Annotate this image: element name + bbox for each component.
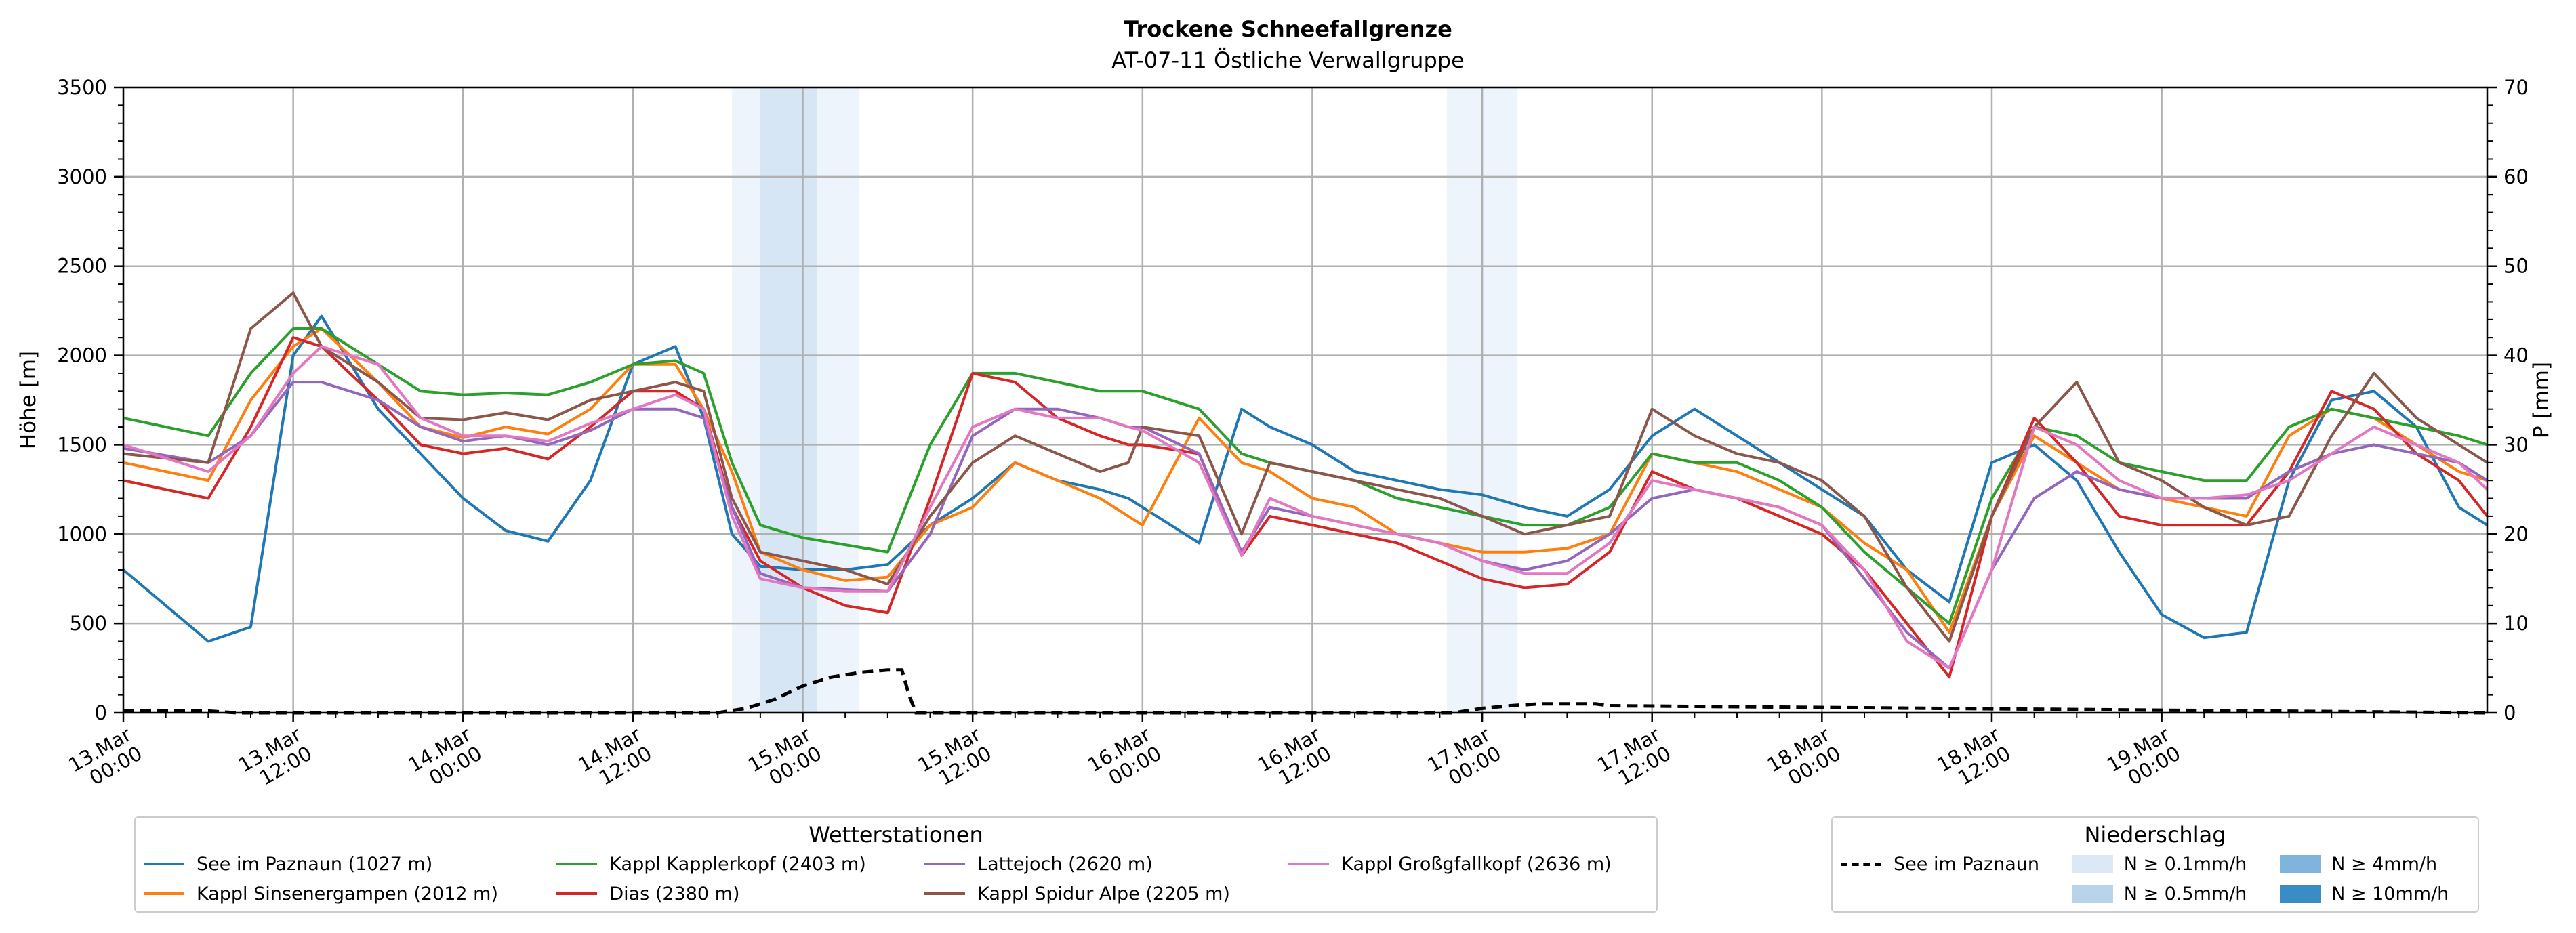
y2-tick-label-4: 40	[2503, 344, 2529, 367]
y-tick-label-3: 1500	[57, 433, 107, 456]
x-tick-label-7: 16.Mar12:00	[1254, 723, 1335, 796]
legend-entry-precip: N ≥ 0.1mm/h	[2072, 850, 2266, 877]
y2-tick-label-3: 30	[2503, 433, 2529, 456]
x-tick-label-4: 15.Mar00:00	[744, 723, 825, 796]
legend-swatch-dashed	[1841, 862, 1881, 866]
chart-title: Trockene Schneefallgrenze	[1124, 16, 1452, 42]
series-line-1	[122, 314, 2489, 643]
x-tick-label-5: 15.Mar12:00	[914, 723, 995, 796]
legend-label: Kappl Spidur Alpe (2205 m)	[977, 883, 1230, 905]
legend-swatch-box	[2072, 885, 2113, 903]
legend-precipitation-grid: See im Paznaun N ≥ 0.1mm/h N ≥ 4mm/h N ≥ 0.…	[1833, 848, 2478, 907]
legend-stations-title: Wetterstationen	[809, 822, 983, 848]
legend-entry-station: Kappl Großgfallkopf (2636 m)	[1288, 850, 1647, 877]
legend-entry-station: Dias (2380 m)	[556, 880, 901, 907]
legend-label: Lattejoch (2620 m)	[977, 853, 1153, 875]
legend-swatch-line	[556, 863, 598, 865]
legend-label: Kappl Sinsenergampen (2012 m)	[197, 883, 499, 905]
legend-precipitation: Niederschlag See im Paznaun N ≥ 0.1mm/h N …	[1831, 816, 2479, 913]
legend-swatch-box	[2280, 855, 2321, 873]
x-tick-label-2: 14.Mar00:00	[404, 723, 485, 796]
y2-tick-label-6: 60	[2503, 165, 2529, 188]
y-tick-label-2: 1000	[57, 522, 107, 545]
legend-swatch-line	[144, 892, 184, 895]
y-tick-label-5: 2500	[57, 255, 107, 278]
legend-stations-grid: See im Paznaun (1027 m) Kappl Kapplerkopf…	[136, 848, 1656, 907]
x-tick-label-6: 16.Mar00:00	[1084, 723, 1165, 796]
series-line-2	[123, 327, 2488, 634]
y2-axis-label: P [mm]	[2529, 362, 2554, 438]
legend-swatch-box	[2280, 885, 2321, 903]
legend-label: N ≥ 0.5mm/h	[2123, 883, 2247, 905]
legend-entry-precip: See im Paznaun	[1841, 850, 2059, 877]
legend-swatch-line	[924, 892, 966, 895]
legend-entry-station: Kappl Spidur Alpe (2205 m)	[924, 880, 1265, 907]
x-tick-label-11: 18.Mar12:00	[1933, 723, 2014, 796]
legend-entry-precip: N ≥ 0.5mm/h	[2072, 880, 2266, 907]
legend-swatch-box	[2072, 855, 2113, 873]
x-tick-label-12: 19.Mar00:00	[2103, 723, 2184, 796]
y-tick-label-7: 3500	[57, 76, 107, 99]
legend-swatch-line	[556, 892, 598, 895]
series-line-5	[123, 381, 2489, 670]
plot-frame	[122, 86, 2489, 714]
x-tick-label-1: 13.Mar12:00	[234, 723, 316, 796]
y-tick-label-1: 500	[70, 612, 107, 635]
x-tick-label-3: 14.Mar12:00	[574, 723, 655, 796]
legend-stations: Wetterstationen See im Paznaun (1027 m) K…	[134, 816, 1658, 913]
series-line-7	[123, 345, 2489, 670]
x-tick-label-8: 17.Mar00:00	[1423, 723, 1505, 796]
legend-label: Dias (2380 m)	[609, 883, 740, 905]
y-tick-label-6: 3000	[57, 165, 107, 188]
chart-subtitle: AT-07-11 Östliche Verwallgruppe	[1111, 47, 1465, 73]
legend-swatch-line	[1288, 863, 1330, 865]
legend-entry-station: Kappl Kapplerkopf (2403 m)	[556, 850, 901, 877]
series-line-6	[123, 291, 2489, 643]
legend-label: See im Paznaun (1027 m)	[197, 853, 433, 875]
legend-label: Kappl Kapplerkopf (2403 m)	[609, 853, 866, 875]
precip-band-1	[760, 87, 817, 713]
legend-entry-precip	[1841, 880, 2059, 907]
legend-entry-precip: N ≥ 10mm/h	[2280, 880, 2468, 907]
legend-entry-station: Kappl Sinsenergampen (2012 m)	[144, 880, 533, 907]
series-line-3	[123, 327, 2488, 625]
x-tick-label-9: 17.Mar12:00	[1593, 723, 1675, 796]
y-tick-label-0: 0	[95, 701, 107, 724]
legend-swatch-line	[144, 863, 184, 865]
y-axis-label: Höhe [m]	[16, 351, 41, 449]
legend-entry-station: Lattejoch (2620 m)	[924, 850, 1265, 877]
y2-tick-label-1: 10	[2503, 612, 2529, 635]
legend-entry-precip: N ≥ 4mm/h	[2280, 850, 2468, 877]
x-tick-label-0: 13.Mar00:00	[64, 723, 146, 796]
y2-tick-label-5: 50	[2503, 255, 2529, 278]
precip-line	[123, 668, 2488, 715]
legend-label: N ≥ 4mm/h	[2331, 853, 2438, 875]
legend-entry-station: See im Paznaun (1027 m)	[144, 850, 533, 877]
series-line-4	[123, 336, 2489, 679]
y2-tick-label-7: 70	[2503, 76, 2529, 99]
legend-label: N ≥ 10mm/h	[2331, 883, 2449, 905]
legend-label: N ≥ 0.1mm/h	[2123, 853, 2247, 875]
legend-swatch-line	[924, 863, 966, 865]
y2-tick-label-2: 20	[2503, 522, 2529, 545]
y-tick-label-4: 2000	[57, 344, 107, 367]
x-tick-label-10: 18.Mar00:00	[1763, 723, 1845, 796]
y2-tick-label-0: 0	[2503, 701, 2516, 724]
legend-precipitation-title: Niederschlag	[2084, 822, 2226, 848]
legend-label: See im Paznaun	[1894, 853, 2039, 875]
legend-label: Kappl Großgfallkopf (2636 m)	[1341, 853, 1612, 875]
